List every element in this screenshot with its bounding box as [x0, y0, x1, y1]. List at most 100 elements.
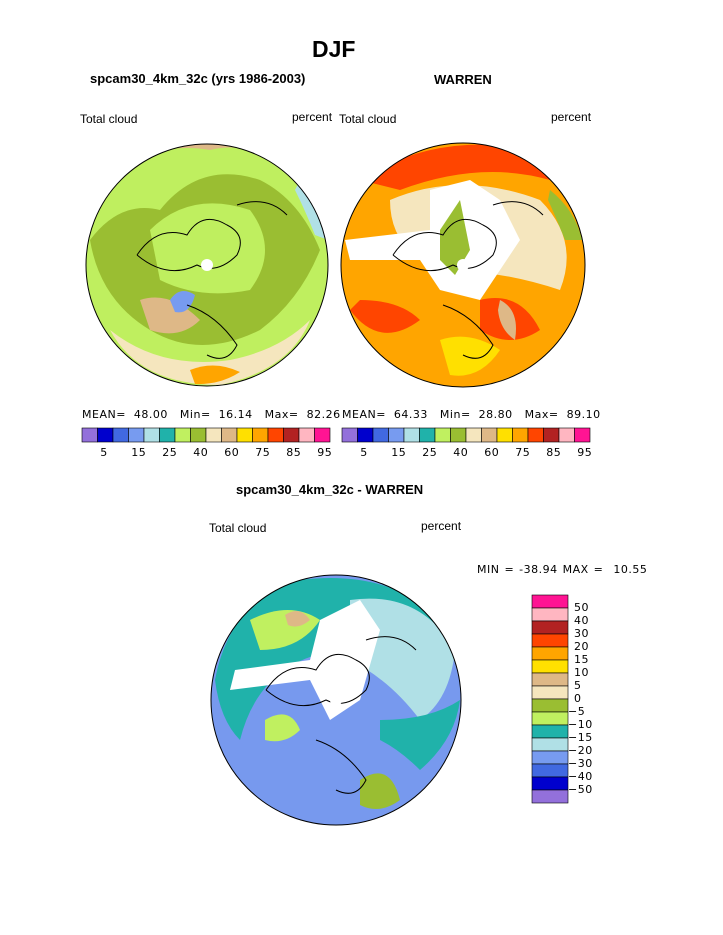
pole-hole	[201, 259, 213, 271]
mean-label: MEAN=	[342, 408, 386, 421]
pole-hole	[330, 694, 342, 706]
contour-region	[548, 190, 582, 240]
colorbar-box	[531, 685, 569, 700]
colorbar-tick-label: 15	[574, 653, 589, 666]
panel3-variable: Total cloud	[209, 521, 267, 535]
colorbar-box	[298, 427, 315, 443]
colorbar-tick-label: 40	[453, 446, 469, 459]
colorbar-box	[527, 427, 544, 443]
contour-region	[498, 300, 516, 340]
colorbar-box	[357, 427, 374, 443]
map-border	[85, 143, 329, 387]
colorbar-box	[531, 594, 569, 609]
mean-value: 48.00	[133, 408, 168, 421]
colorbar-tick-label: 25	[422, 446, 438, 459]
panel1-units: percent	[292, 110, 333, 124]
colorbar-box	[252, 427, 269, 443]
colorbar-tick-label: −50	[568, 783, 593, 796]
colorbar-tick-label: −40	[568, 770, 593, 783]
colorbar-box	[574, 427, 591, 443]
colorbar-box	[314, 427, 331, 443]
colorbar-tick-label: 75	[255, 446, 271, 459]
colorbar-box	[403, 427, 420, 443]
main-title: DJF	[312, 36, 356, 62]
coastline	[392, 201, 544, 359]
contour-region	[360, 773, 400, 809]
panel3-title: spcam30_4km_32c - WARREN	[236, 482, 424, 497]
colorbar-box	[543, 427, 560, 443]
colorbar-tick-label: 20	[574, 640, 589, 653]
contour-region	[360, 144, 550, 190]
contour-region	[110, 320, 310, 385]
colorbar-box	[341, 427, 358, 443]
colorbar-box	[419, 427, 436, 443]
map-border	[210, 574, 462, 826]
colorbar-box	[531, 620, 569, 635]
colorbar-tick-label: −10	[568, 718, 593, 731]
min-value: 16.14	[218, 408, 253, 421]
colorbar-box	[174, 427, 191, 443]
colorbar-box	[481, 427, 498, 443]
panel1-variable: Total cloud	[80, 112, 138, 126]
contour-region	[265, 714, 300, 742]
panel3-stats: MIN = -38.94 MAX = 10.55	[477, 563, 648, 576]
colorbar-tick-label: −5	[568, 705, 586, 718]
colorbar-tick-label: 50	[574, 601, 589, 614]
coastline	[136, 201, 288, 359]
colorbar-box	[531, 672, 569, 687]
colorbar-tick-label: 15	[131, 446, 147, 459]
colorbar-box	[531, 763, 569, 778]
colorbar-tick-label: 5	[574, 679, 582, 692]
colorbar-box	[531, 789, 569, 804]
min-label: Min=	[179, 408, 211, 421]
colorbar-tick-label: 75	[515, 446, 531, 459]
panel2-title: WARREN	[434, 72, 492, 87]
colorbar-box	[236, 427, 253, 443]
colorbar-box	[558, 427, 575, 443]
colorbar-box	[434, 427, 451, 443]
colorbar-box	[531, 711, 569, 726]
max-value: 89.10	[566, 408, 601, 421]
colorbar-box	[372, 427, 389, 443]
contour-region	[440, 200, 470, 275]
colorbar-box	[531, 724, 569, 739]
colorbar-tick-label: 25	[162, 446, 178, 459]
contour-region	[190, 365, 240, 385]
colorbar-box	[531, 698, 569, 713]
max-value: 82.26	[306, 408, 341, 421]
panel1-stats: MEAN= 48.00 Min= 16.14 Max= 82.26	[82, 408, 341, 421]
colorbar-tick-label: 5	[100, 446, 108, 459]
colorbar-box	[221, 427, 238, 443]
colorbar-tick-label: 60	[224, 446, 240, 459]
colorbar-box	[190, 427, 207, 443]
contour-region	[285, 611, 310, 627]
colorbar-box	[512, 427, 529, 443]
colorbar-box	[143, 427, 160, 443]
contour-region	[170, 291, 195, 313]
colorbar-box	[531, 737, 569, 752]
min-value: 28.80	[478, 408, 513, 421]
colorbar-box	[531, 607, 569, 622]
colorbar-tick-label: 60	[484, 446, 500, 459]
colorbar-tick-label: 15	[391, 446, 407, 459]
contour-region	[230, 600, 380, 720]
colorbar-box	[531, 750, 569, 765]
max-label: Max=	[524, 408, 559, 421]
colorbar-box	[531, 659, 569, 674]
polar-map-2	[340, 142, 586, 388]
colorbar-tick-label: 10	[574, 666, 589, 679]
colorbar-box	[81, 427, 98, 443]
polar-map-3	[210, 574, 462, 826]
colorbar-tick-label: 40	[574, 614, 589, 627]
colorbar-box	[128, 427, 145, 443]
contour-region	[440, 336, 500, 376]
colorbar-tick-label: −15	[568, 731, 593, 744]
contour-region	[140, 297, 200, 334]
contour-region	[350, 300, 420, 333]
colorbar-box	[531, 646, 569, 661]
colorbar-tick-label: 95	[317, 446, 333, 459]
contour-region	[295, 180, 328, 240]
colorbar-tick-label: 40	[193, 446, 209, 459]
colorbar-tick-label: 85	[286, 446, 302, 459]
